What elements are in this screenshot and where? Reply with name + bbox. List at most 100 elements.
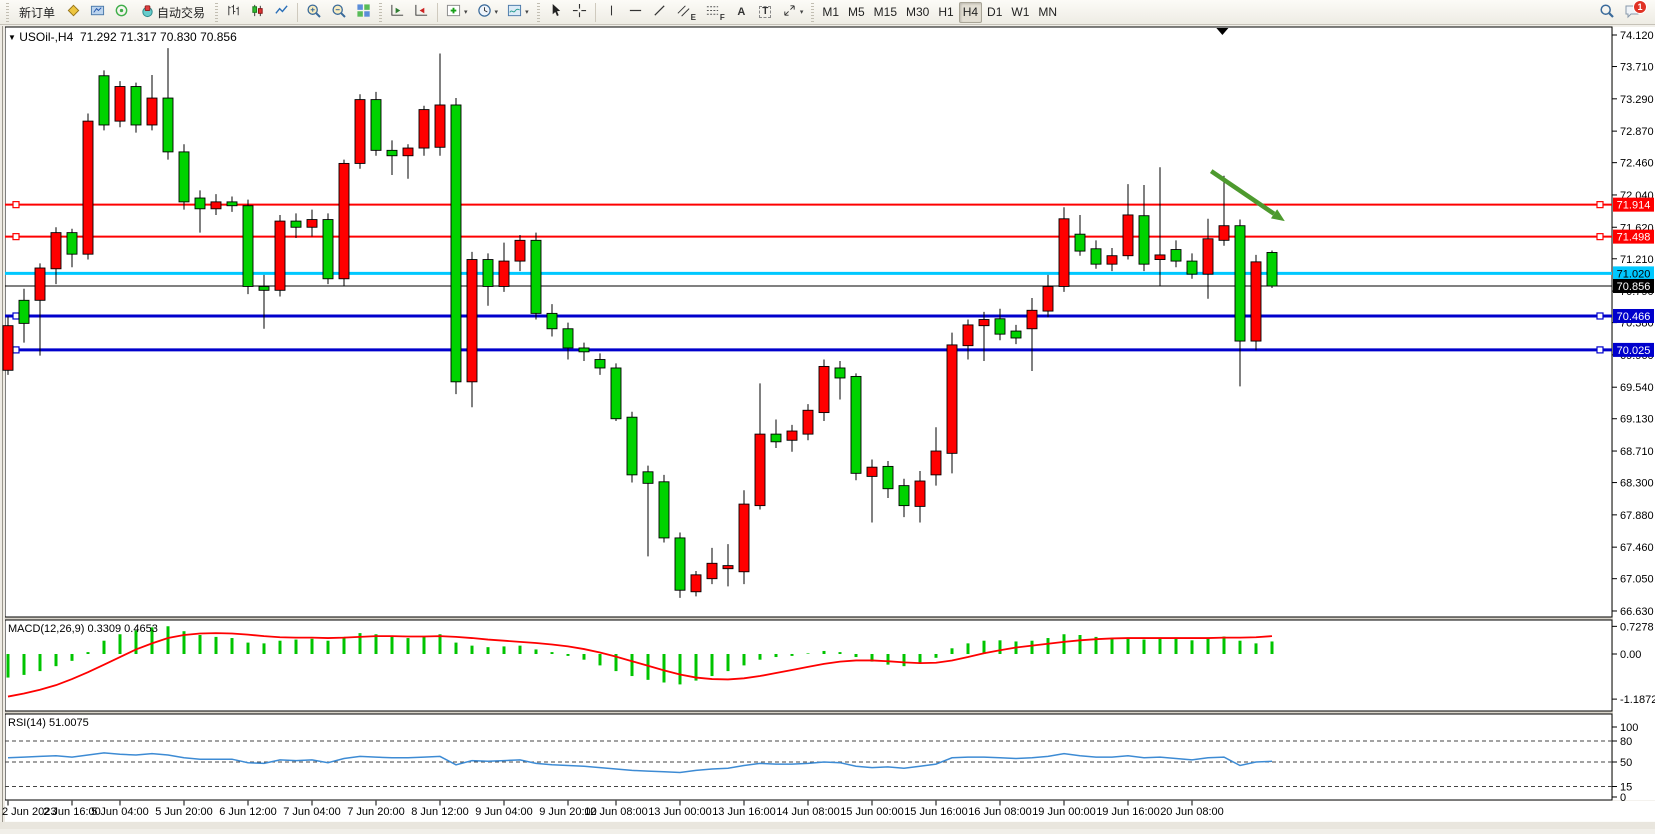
add-indicator-icon: [446, 3, 461, 21]
terminal-button[interactable]: [86, 2, 109, 23]
trendline-tool-button[interactable]: [648, 2, 671, 23]
channel-tool-button[interactable]: E: [672, 2, 700, 23]
notifications-button[interactable]: 1: [1620, 0, 1647, 23]
timeframe-w1-button[interactable]: W1: [1007, 2, 1033, 23]
toolbar-grip[interactable]: [6, 2, 9, 22]
dropdown-caret[interactable]: ▾: [464, 8, 468, 16]
timeframe-mn-button[interactable]: MN: [1034, 2, 1061, 23]
autotrade-label: 自动交易: [157, 5, 206, 20]
arrows-tool-button[interactable]: ▾: [778, 2, 808, 23]
svg-text:19 Jun 16:00: 19 Jun 16:00: [1096, 806, 1160, 818]
crosshair-button[interactable]: [568, 2, 591, 23]
svg-text:2 Jun 2023: 2 Jun 2023: [2, 806, 56, 818]
svg-text:70.466: 70.466: [1617, 311, 1651, 323]
zoom-out-button[interactable]: [327, 2, 351, 23]
dropdown-caret[interactable]: ▾: [525, 8, 529, 16]
zoom-out-icon: [331, 3, 347, 22]
timeframe-toolbar: M1 M5 M15 M30 H1 H4 D1 W1 MN: [818, 1, 1061, 23]
chart-shift-icon: [414, 3, 429, 21]
svg-text:15: 15: [1620, 782, 1632, 794]
timeframe-d1-button[interactable]: D1: [983, 2, 1006, 23]
text-tool-icon: A: [737, 5, 746, 18]
svg-text:8 Jun 12:00: 8 Jun 12:00: [411, 806, 469, 818]
candles-layer: [2, 48, 1278, 598]
autotrade-button[interactable]: 自动交易: [134, 2, 211, 23]
toolbar-grip[interactable]: [379, 2, 383, 22]
toolbar-separator: [297, 2, 299, 22]
add-indicator-button[interactable]: ▾: [442, 2, 472, 23]
svg-text:71.498: 71.498: [1617, 232, 1651, 244]
signals-icon: [114, 3, 129, 21]
svg-text:5 Jun 04:00: 5 Jun 04:00: [91, 806, 149, 818]
cursor-icon: [548, 3, 563, 21]
svg-text:-1.1872: -1.1872: [1620, 694, 1655, 706]
toolbar-grip[interactable]: [536, 2, 540, 22]
clock-icon: [477, 3, 492, 21]
template-button[interactable]: ▾: [503, 2, 533, 23]
price-axis[interactable]: 74.12073.71073.29072.87072.46072.04071.6…: [1612, 30, 1655, 804]
dropdown-caret[interactable]: ▾: [799, 8, 804, 16]
timeframe-h1-button[interactable]: H1: [934, 2, 957, 23]
svg-text:68.710: 68.710: [1620, 446, 1654, 458]
search-button[interactable]: [1595, 2, 1619, 23]
svg-text:5 Jun 20:00: 5 Jun 20:00: [155, 806, 213, 818]
chart-canvas[interactable]: 74.12073.71073.29072.87072.46072.04071.6…: [0, 26, 1655, 829]
svg-text:0: 0: [1620, 792, 1626, 804]
svg-text:71.914: 71.914: [1617, 200, 1651, 212]
svg-text:70.856: 70.856: [1617, 281, 1651, 293]
svg-text:67.050: 67.050: [1620, 574, 1654, 586]
label-tool-icon: T: [759, 6, 772, 18]
period-menu-button[interactable]: ▾: [473, 2, 503, 23]
new-order-button[interactable]: 新订单: [13, 2, 61, 23]
timeframe-m1-button[interactable]: M1: [818, 2, 843, 23]
crosshair-icon: [572, 3, 587, 21]
chart-shift-button[interactable]: [410, 2, 433, 23]
bar-chart-button[interactable]: [222, 2, 245, 23]
svg-text:50: 50: [1620, 757, 1632, 769]
fibonacci-tool-button[interactable]: F: [701, 2, 729, 23]
svg-text:70.025: 70.025: [1617, 345, 1651, 357]
svg-text:71.210: 71.210: [1620, 254, 1654, 266]
rsi-layer: [5, 740, 1612, 787]
toolbar-grip[interactable]: [215, 2, 219, 22]
notification-count-badge: 1: [1633, 0, 1647, 14]
arrows-icon: [782, 3, 797, 21]
signals-button[interactable]: [110, 2, 133, 23]
annotation-arrow[interactable]: [1209, 28, 1285, 222]
gold-order-button[interactable]: [62, 2, 85, 23]
vline-tool-button[interactable]: [600, 2, 623, 23]
tile-windows-button[interactable]: [352, 2, 375, 23]
zoom-in-button[interactable]: [302, 2, 326, 23]
terminal-icon: [90, 3, 105, 21]
channel-e-label: E: [690, 12, 696, 22]
search-icon: [1599, 3, 1615, 22]
hline-tool-button[interactable]: [624, 2, 647, 23]
svg-text:20 Jun 08:00: 20 Jun 08:00: [1160, 806, 1224, 818]
autotrade-icon: [140, 3, 155, 21]
svg-text:13 Jun 00:00: 13 Jun 00:00: [648, 806, 712, 818]
toolbar-grip[interactable]: [811, 2, 815, 22]
timeframe-h4-button[interactable]: H4: [958, 1, 983, 23]
candle-chart-button[interactable]: [246, 2, 269, 23]
main-toolbar: 新订单 自动交易 ▾ ▾ ▾ E F A T ▾ M1 M5 M15 M30 H1 H4 D…: [0, 0, 1655, 25]
bar-chart-icon: [226, 3, 241, 21]
panes-layer: [0, 26, 1655, 829]
levels-layer[interactable]: [5, 201, 1612, 354]
svg-text:73.290: 73.290: [1620, 94, 1654, 106]
line-chart-button[interactable]: [270, 2, 293, 23]
timeframe-m30-button[interactable]: M30: [902, 2, 933, 23]
text-tool-button[interactable]: A: [730, 2, 753, 23]
dropdown-caret[interactable]: ▾: [494, 8, 499, 16]
template-icon: [507, 3, 522, 21]
timeframe-m5-button[interactable]: M5: [844, 2, 869, 23]
label-tool-button[interactable]: T: [754, 2, 777, 23]
svg-text:13 Jun 16:00: 13 Jun 16:00: [712, 806, 776, 818]
cursor-button[interactable]: [544, 2, 567, 23]
svg-text:0.7278: 0.7278: [1620, 621, 1654, 633]
auto-scroll-button[interactable]: [386, 2, 409, 23]
svg-text:67.880: 67.880: [1620, 510, 1654, 522]
svg-text:14 Jun 08:00: 14 Jun 08:00: [776, 806, 840, 818]
timeframe-m15-button[interactable]: M15: [870, 2, 901, 23]
chart-window[interactable]: 74.120 73.710 73.290 72.870 72.460 72.040 71.6…: [0, 26, 1655, 829]
